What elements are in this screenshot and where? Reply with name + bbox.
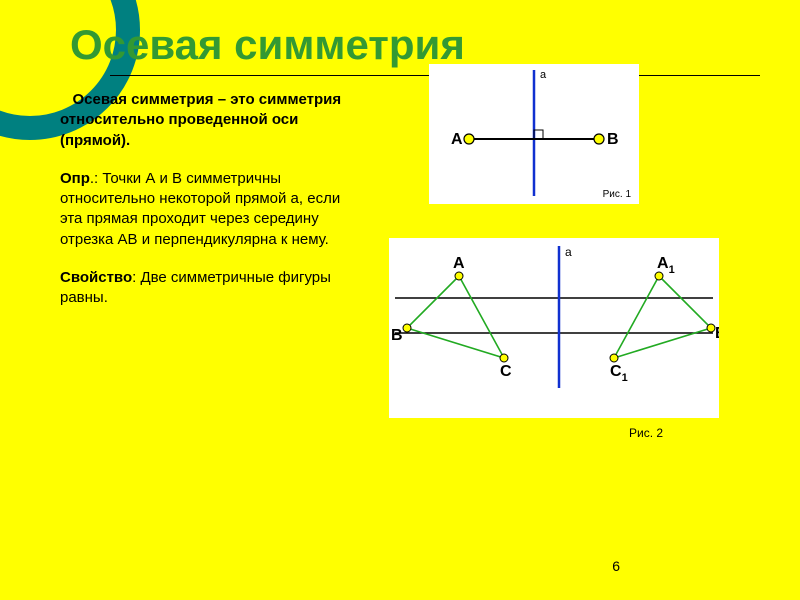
content-row: Осевая симметрия – это симметрия относит…: [60, 90, 760, 326]
svg-text:B1: B1: [715, 325, 719, 346]
definition-body: .: Точки А и В симметричны относительно …: [60, 170, 340, 248]
figure-2-caption: Рис. 2: [629, 426, 663, 440]
figure-1: a A B Рис. 1: [429, 64, 639, 204]
svg-text:B: B: [607, 131, 619, 148]
slide-title: Осевая симметрия: [70, 21, 760, 69]
svg-text:a: a: [540, 69, 547, 81]
figure-1-caption: Рис. 1: [603, 189, 631, 200]
figure-2-svg: aABCA1B1C1: [389, 238, 719, 418]
svg-text:B: B: [391, 327, 403, 344]
definition-full: Опр.: Точки А и В симметричны относитель…: [60, 169, 355, 250]
definition-summary: Осевая симметрия – это симметрия относит…: [60, 90, 355, 151]
definition-prefix: Опр: [60, 170, 90, 187]
svg-text:C: C: [500, 363, 512, 380]
figure-1-svg: a A B: [429, 64, 639, 204]
svg-text:A: A: [451, 131, 463, 148]
text-column: Осевая симметрия – это симметрия относит…: [60, 90, 355, 326]
property-prefix: Свойство: [60, 269, 132, 286]
definition-summary-text: Осевая симметрия – это симметрия относит…: [60, 91, 341, 149]
svg-text:C1: C1: [610, 363, 628, 384]
property: Свойство: Две симметричные фигуры равны.: [60, 268, 355, 309]
svg-text:A: A: [453, 255, 465, 272]
slide-container: Осевая симметрия Осевая симметрия – это …: [0, 0, 800, 600]
svg-text:a: a: [565, 245, 572, 259]
page-number: 6: [612, 558, 620, 574]
figures-column: aAB Рис. 1 aABCA1B1C1 Рис. 2: [369, 90, 760, 326]
figure-2: aABCA1B1C1: [389, 238, 719, 418]
